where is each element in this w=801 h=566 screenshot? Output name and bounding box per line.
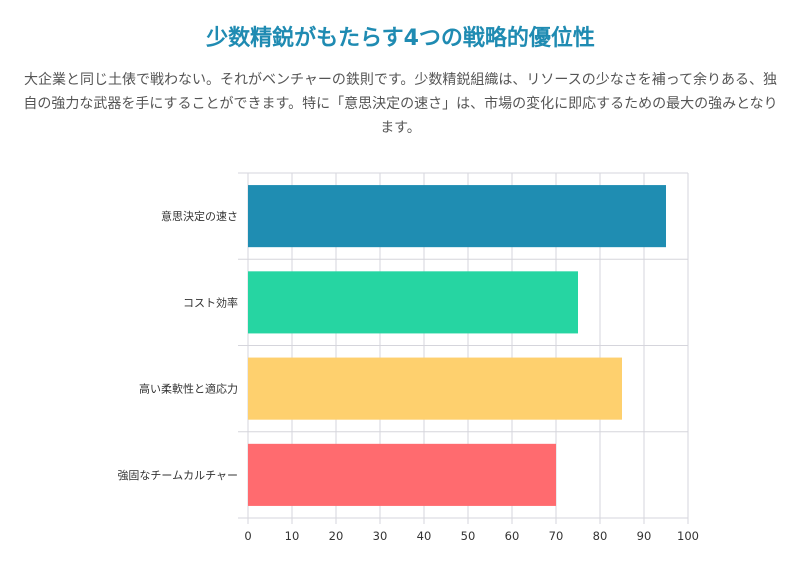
page-description: 大企業と同じ土俵で戦わない。それがベンチャーの鉄則です。少数精鋭組織は、リソース…	[23, 72, 778, 136]
x-tick-label: 40	[417, 529, 432, 543]
x-tick-label: 70	[549, 529, 564, 543]
bar	[248, 443, 556, 506]
x-tick-label: 50	[461, 529, 476, 543]
page-title: 少数精鋭がもたらす4つの戦略的優位性	[206, 26, 595, 51]
x-tick-label: 60	[505, 529, 520, 543]
category-label: 強固なチームカルチャー	[117, 469, 238, 482]
x-tick-label: 20	[329, 529, 344, 543]
x-tick-label: 80	[593, 529, 608, 543]
bar	[248, 271, 578, 334]
x-tick-label: 100	[677, 529, 699, 543]
category-label: コスト効率	[183, 295, 238, 309]
x-tick-label: 10	[285, 529, 300, 543]
x-tick-label: 30	[373, 529, 388, 543]
x-tick-label: 90	[637, 529, 652, 543]
x-tick-label: 0	[244, 529, 251, 543]
category-label: 高い柔軟性と適応力	[139, 382, 238, 396]
category-label: 意思決定の速さ	[161, 209, 238, 223]
bar	[248, 357, 622, 420]
bar	[248, 185, 666, 248]
